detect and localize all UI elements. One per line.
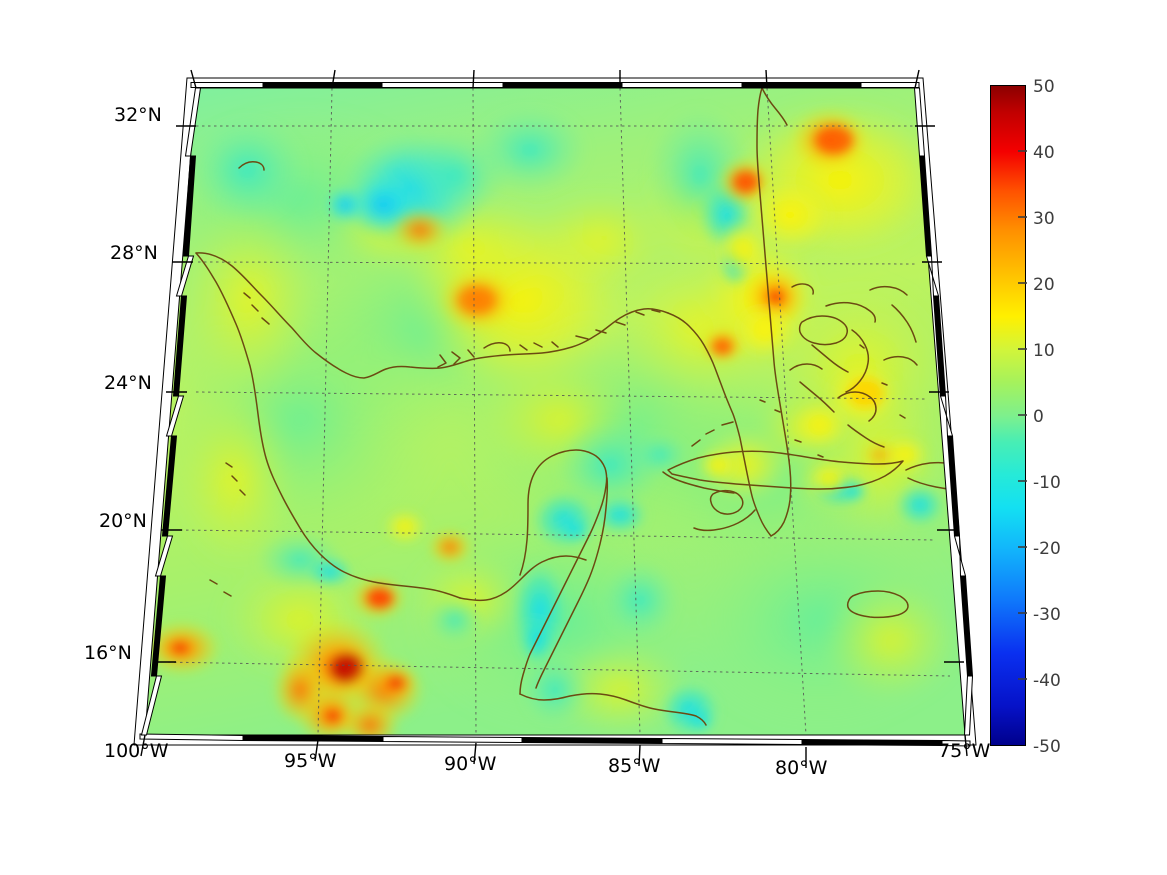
scalar-field-raster [145, 88, 965, 735]
colorbar-tick-label: -30 [1033, 605, 1061, 625]
colorbar-tick-label: -20 [1033, 539, 1061, 559]
colorbar-tick-label: 20 [1033, 275, 1055, 295]
x-tick-label: 80°W [775, 757, 828, 779]
colorbar-tick-label: 40 [1033, 143, 1055, 163]
x-tick-label: 75°W [938, 740, 991, 762]
colorbar-tick-label: 10 [1033, 341, 1055, 361]
x-tick-label: 100°W [104, 740, 169, 762]
colorbar-tick-label: -10 [1033, 473, 1061, 493]
x-tick-label: 90°W [444, 753, 497, 775]
y-tick-label: 16°N [84, 642, 132, 664]
colorbar-tick-label: 0 [1033, 407, 1044, 427]
y-tick-label: 28°N [110, 242, 158, 264]
colorbar-tick-label: 50 [1033, 77, 1055, 97]
cool-anomaly-group [187, 105, 945, 735]
colorbar-tick-label: -40 [1033, 671, 1061, 691]
colorbar-tick-label: 30 [1033, 209, 1055, 229]
y-tick-label: 20°N [99, 510, 147, 532]
map-frame [133, 69, 977, 768]
colorbar-ticks [1018, 150, 1027, 680]
y-tick-label: 24°N [104, 372, 152, 394]
x-tick-label: 95°W [284, 750, 337, 772]
x-tick-label: 85°W [608, 755, 661, 777]
warm-anomaly-group [145, 108, 929, 735]
y-tick-label: 32°N [114, 104, 162, 126]
graticule-gridlines [161, 88, 951, 735]
colorbar-tick-label: -50 [1033, 737, 1061, 757]
axis-ticks [140, 69, 968, 768]
